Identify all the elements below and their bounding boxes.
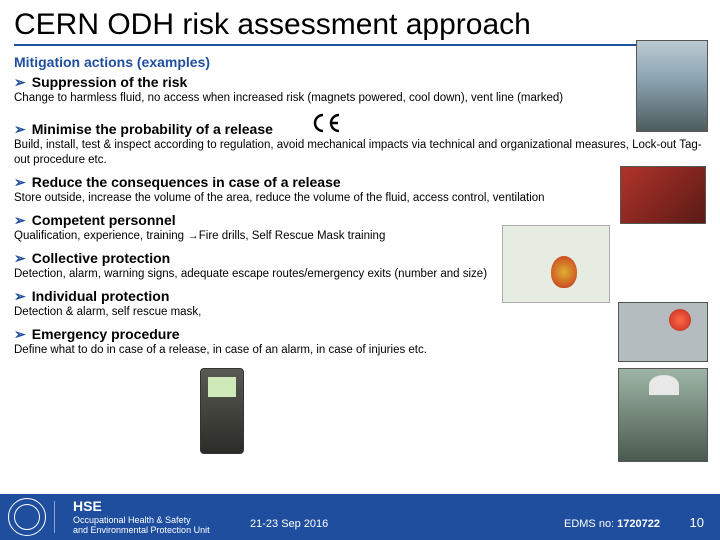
bullet-icon: ➢ [14, 175, 26, 189]
item-heading: Individual protection [32, 288, 170, 304]
cern-logo-icon [8, 498, 46, 536]
ce-mark-icon [309, 112, 343, 134]
footer-edms: EDMS no: 1720722 [564, 518, 660, 530]
edms-label: EDMS no: [564, 518, 617, 530]
footer-date: 21-23 Sep 2016 [250, 518, 328, 530]
content-area: ➢ Suppression of the risk Change to harm… [0, 74, 720, 358]
item-heading: Collective protection [32, 250, 170, 266]
hse-title: HSE [73, 498, 210, 515]
item-desc: Store outside, increase the volume of th… [14, 191, 706, 206]
bullet-icon: ➢ [14, 122, 26, 136]
item-heading: Emergency procedure [32, 326, 180, 342]
footer-page-number: 10 [690, 515, 704, 530]
bullet-icon: ➢ [14, 289, 26, 303]
item-heading: Reduce the consequences in case of a rel… [32, 174, 341, 190]
item-reduce: ➢ Reduce the consequences in case of a r… [14, 174, 706, 206]
bullet-icon: ➢ [14, 251, 26, 265]
bullet-icon: ➢ [14, 327, 26, 341]
edms-number: 1720722 [617, 518, 660, 530]
photo-vent-line [636, 40, 708, 132]
subtitle: Mitigation actions (examples) [0, 52, 720, 74]
bullet-icon: ➢ [14, 75, 26, 89]
item-emergency: ➢ Emergency procedure Define what to do … [14, 326, 706, 358]
bullet-icon: ➢ [14, 213, 26, 227]
hse-line1: Occupational Health & Safety [73, 515, 210, 526]
footer-divider [54, 501, 55, 533]
item-desc: Detection & alarm, self rescue mask, [14, 305, 706, 320]
photo-fire-drill [502, 225, 610, 303]
item-suppression: ➢ Suppression of the risk Change to harm… [14, 74, 706, 106]
item-heading: Competent personnel [32, 212, 176, 228]
photo-beacon [618, 302, 708, 362]
item-desc: Build, install, test & inspect according… [14, 138, 706, 168]
item-desc: Define what to do in case of a release, … [14, 343, 706, 358]
item-minimise: ➢ Minimise the probability of a release … [14, 112, 706, 168]
item-desc: Change to harmless fluid, no access when… [14, 91, 706, 106]
photo-worker-mask [618, 368, 708, 462]
title-underline [14, 44, 706, 46]
item-heading: Minimise the probability of a release [32, 121, 273, 137]
slide-title: CERN ODH risk assessment approach [0, 0, 720, 44]
photo-gas-detector [200, 368, 244, 454]
item-heading: Suppression of the risk [32, 74, 188, 90]
photo-lockout [620, 166, 706, 224]
hse-line2: and Environmental Protection Unit [73, 525, 210, 536]
hse-block: HSE Occupational Health & Safety and Env… [73, 498, 210, 536]
footer-bar: HSE Occupational Health & Safety and Env… [0, 494, 720, 540]
